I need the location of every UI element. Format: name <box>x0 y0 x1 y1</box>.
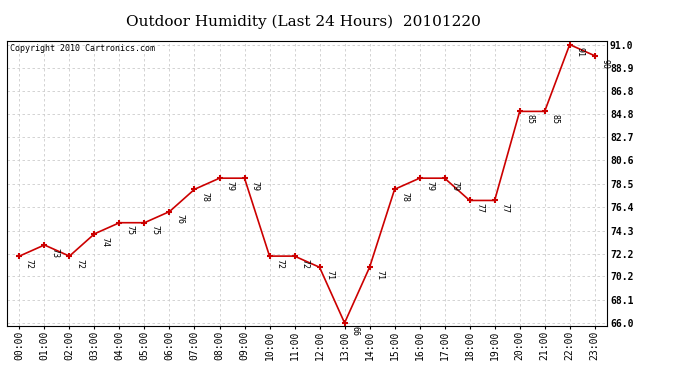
Text: 75: 75 <box>125 225 134 236</box>
Text: 76: 76 <box>175 214 184 224</box>
Text: 79: 79 <box>225 181 234 191</box>
Text: 73: 73 <box>50 248 59 258</box>
Text: 79: 79 <box>450 181 459 191</box>
Text: 77: 77 <box>475 203 484 213</box>
Text: 74: 74 <box>100 237 109 247</box>
Text: Copyright 2010 Cartronics.com: Copyright 2010 Cartronics.com <box>10 44 155 53</box>
Text: 79: 79 <box>425 181 434 191</box>
Text: 90: 90 <box>600 58 609 69</box>
Text: 78: 78 <box>200 192 209 202</box>
Text: 72: 72 <box>275 259 284 269</box>
Text: 79: 79 <box>250 181 259 191</box>
Text: 77: 77 <box>500 203 509 213</box>
Text: Outdoor Humidity (Last 24 Hours)  20101220: Outdoor Humidity (Last 24 Hours) 2010122… <box>126 15 481 29</box>
Text: 66: 66 <box>350 326 359 336</box>
Text: 78: 78 <box>400 192 409 202</box>
Text: 72: 72 <box>75 259 84 269</box>
Text: 72: 72 <box>300 259 309 269</box>
Text: 71: 71 <box>325 270 334 280</box>
Text: 91: 91 <box>575 47 584 57</box>
Text: 85: 85 <box>550 114 559 124</box>
Text: 85: 85 <box>525 114 534 124</box>
Text: 72: 72 <box>25 259 34 269</box>
Text: 75: 75 <box>150 225 159 236</box>
Text: 71: 71 <box>375 270 384 280</box>
